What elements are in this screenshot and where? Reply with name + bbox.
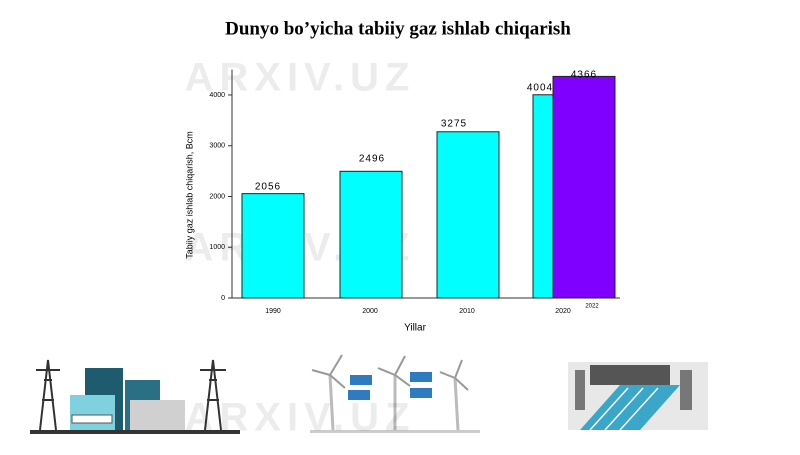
x-tick-label: 1990 <box>265 308 281 315</box>
wind-solar-icon <box>310 354 480 433</box>
value-label: 4004 <box>527 83 553 94</box>
x-tick-label: 2010 <box>459 308 475 315</box>
bar <box>552 75 616 299</box>
factory-icon <box>568 362 708 431</box>
x-tick-label: 2020 <box>555 308 571 315</box>
x-tick-label: 2022 <box>585 304 599 310</box>
bar <box>532 94 554 299</box>
watermark: ARXIV.UZ <box>184 396 415 440</box>
value-label: 4366 <box>571 70 597 81</box>
value-label: 2496 <box>359 154 385 165</box>
y-tick-label: 1000 <box>209 244 225 251</box>
chart-title: Dunyo bo’yicha tabiiy gaz ishlab chiqari… <box>225 18 571 39</box>
y-tick-label: 0 <box>221 295 225 302</box>
bar <box>436 131 500 299</box>
x-axis-label: Yillar <box>404 323 427 334</box>
y-tick-label: 2000 <box>209 193 225 200</box>
value-label: 2056 <box>255 182 281 193</box>
watermark: ARXIV.UZ <box>184 56 415 100</box>
y-axis-label: Tabiiy gaz ishlab chiqarish, Bcm <box>184 131 194 259</box>
x-tick-label: 2000 <box>362 308 378 315</box>
value-label: 3275 <box>441 119 467 130</box>
power-plant-icon <box>30 359 240 434</box>
bar <box>339 170 403 299</box>
y-tick-label: 4000 <box>209 92 225 99</box>
y-tick-label: 3000 <box>209 143 225 150</box>
bar <box>241 193 305 299</box>
